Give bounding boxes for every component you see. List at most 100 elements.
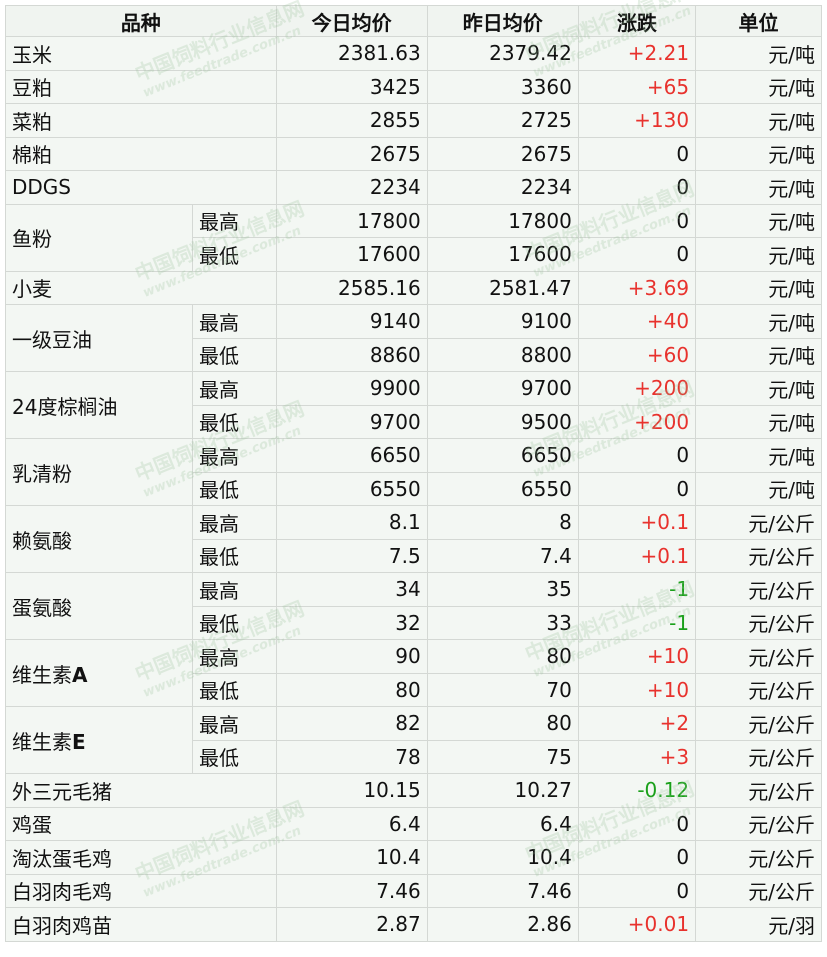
unit: 元/吨 (695, 337, 822, 372)
unit: 元/吨 (695, 404, 822, 439)
item-name-cell: DDGS (5, 170, 277, 205)
unit: 元/吨 (695, 170, 822, 205)
level-cell: 最低 (191, 404, 277, 439)
yesterday-price: 9100 (426, 304, 579, 339)
item-name: 豆粕 (12, 76, 52, 101)
header-cell: 涨跌 (577, 5, 697, 37)
yesterday-price: 17800 (426, 203, 579, 238)
unit: 元/吨 (695, 203, 822, 238)
item-name: 鱼粉 (12, 227, 52, 251)
yesterday-price: 2581.47 (426, 270, 579, 305)
yesterday-price: 3360 (426, 69, 579, 104)
today-price: 10.4 (275, 840, 428, 875)
item-name-cell: 乳清粉 (5, 438, 193, 506)
yesterday-price: 2234 (426, 170, 579, 205)
level-cell: 最高 (191, 572, 277, 607)
price-change: 0 (577, 203, 697, 238)
price-change: +200 (577, 371, 697, 406)
today-price: 2234 (275, 170, 428, 205)
today-price: 7.5 (275, 538, 428, 573)
table-row: 外三元毛猪 10.15 10.27 -0.12 元/公斤 (5, 773, 822, 808)
item-name-cell: 淘汰蛋毛鸡 (5, 840, 277, 875)
today-price: 6550 (275, 471, 428, 506)
item-name: 淘汰蛋毛鸡 (12, 846, 112, 871)
item-name: DDGS (12, 175, 71, 200)
today-price: 32 (275, 605, 428, 640)
item-name: 蛋氨酸 (12, 595, 72, 620)
item-name-suffix: A (72, 662, 88, 687)
today-price: 3425 (275, 69, 428, 104)
table-row: 一级豆油 最高 9140 9100 +40 元/吨 (5, 304, 822, 372)
unit: 元/吨 (695, 36, 822, 71)
yesterday-price: 2675 (426, 136, 579, 171)
table-row: 鸡蛋 6.4 6.4 0 元/公斤 (5, 806, 822, 841)
yesterday-price: 6.4 (426, 806, 579, 841)
level-cell: 最低 (191, 237, 277, 272)
table-row: 淘汰蛋毛鸡 10.4 10.4 0 元/公斤 (5, 840, 822, 875)
unit: 元/公斤 (695, 806, 822, 841)
table-row: 维生素E 最高 82 80 +2 元/公斤 (5, 706, 822, 774)
header-cell: 单位 (695, 5, 822, 37)
level-cell: 最低 (191, 605, 277, 640)
today-price: 8860 (275, 337, 428, 372)
unit: 元/吨 (695, 438, 822, 473)
price-change: +0.1 (577, 505, 697, 540)
unit: 元/公斤 (695, 773, 822, 808)
price-change: +200 (577, 404, 697, 439)
level-cell: 最高 (191, 639, 277, 674)
yesterday-price: 8 (426, 505, 579, 540)
unit: 元/吨 (695, 136, 822, 171)
today-price: 2.87 (275, 907, 428, 942)
price-change: +10 (577, 639, 697, 674)
table-row: 最低 80 70 +10 元/公斤 (6, 672, 822, 707)
price-table: 品种 今日均价 昨日均价 涨跌 单位 玉米 2381.63 2379.42 +2.21… (5, 5, 822, 942)
table-row: 最低 9700 9500 +200 元/吨 (6, 404, 822, 439)
today-price: 2855 (275, 103, 428, 138)
level-cell: 最高 (191, 203, 277, 238)
yesterday-price: 7.4 (426, 538, 579, 573)
today-price: 6650 (275, 438, 428, 473)
price-change: 0 (577, 840, 697, 875)
item-name: 乳清粉 (12, 461, 72, 486)
level-cell: 最低 (191, 739, 277, 774)
price-change: +10 (577, 672, 697, 707)
item-name-cell: 菜粕 (5, 103, 277, 138)
item-name: 外三元毛猪 (12, 779, 112, 804)
yesterday-price: 10.27 (426, 773, 579, 808)
item-name-cell: 鸡蛋 (5, 806, 277, 841)
item-name-cell: 白羽肉毛鸡 (5, 873, 277, 908)
price-change: +2.21 (577, 36, 697, 71)
today-price: 6.4 (275, 806, 428, 841)
price-change: -0.12 (577, 773, 697, 808)
item-name-cell: 蛋氨酸 (5, 572, 193, 640)
table-row: 赖氨酸 最高 8.1 8 +0.1 元/公斤 (5, 505, 822, 573)
today-price: 2585.16 (275, 270, 428, 305)
item-name-cell: 小麦 (5, 270, 277, 305)
table-row: 棉粕 2675 2675 0 元/吨 (5, 136, 822, 171)
today-price: 82 (275, 706, 428, 741)
today-price: 17600 (275, 237, 428, 272)
unit: 元/公斤 (695, 706, 822, 741)
price-change: +2 (577, 706, 697, 741)
item-name-cell: 一级豆油 (5, 304, 193, 372)
unit: 元/公斤 (695, 538, 822, 573)
item-name-cell: 鱼粉 (5, 203, 193, 272)
yesterday-price: 70 (426, 672, 579, 707)
yesterday-price: 10.4 (426, 840, 579, 875)
unit: 元/公斤 (695, 572, 822, 607)
unit: 元/公斤 (695, 873, 822, 908)
today-price: 7.46 (275, 873, 428, 908)
price-change: +3.69 (577, 270, 697, 305)
price-change: 0 (577, 873, 697, 908)
today-price: 9900 (275, 371, 428, 406)
table-row: 24度棕榈油 最高 9900 9700 +200 元/吨 (5, 371, 822, 439)
unit: 元/吨 (695, 371, 822, 406)
price-change: +60 (577, 337, 697, 372)
unit: 元/公斤 (695, 840, 822, 875)
table-row: 乳清粉 最高 6650 6650 0 元/吨 (5, 438, 822, 506)
table-row: 最低 78 75 +3 元/公斤 (6, 739, 822, 774)
yesterday-price: 8800 (426, 337, 579, 372)
item-name: 玉米 (12, 42, 52, 67)
item-name: 菜粕 (12, 109, 52, 134)
